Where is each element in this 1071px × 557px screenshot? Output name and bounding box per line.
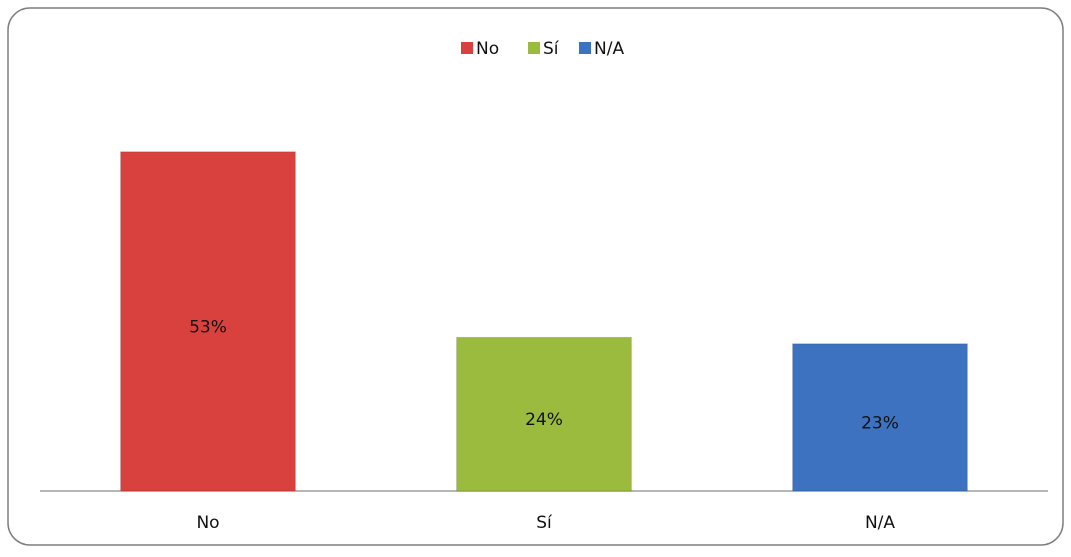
bar — [792, 343, 968, 492]
bar — [456, 336, 632, 492]
legend-swatch — [579, 42, 591, 54]
value-label: 24% — [525, 410, 563, 430]
x-tick-label: No — [196, 513, 219, 533]
value-label: 23% — [861, 413, 899, 433]
bar — [120, 151, 296, 492]
legend-label: No — [476, 39, 499, 59]
x-tick-label: N/A — [865, 513, 895, 533]
legend-swatch — [461, 42, 473, 54]
x-tick-label: Sí — [536, 513, 553, 533]
value-label: 53% — [189, 317, 227, 337]
legend-label: N/A — [594, 39, 624, 59]
legend-label: Sí — [543, 39, 560, 59]
legend-swatch — [528, 42, 540, 54]
